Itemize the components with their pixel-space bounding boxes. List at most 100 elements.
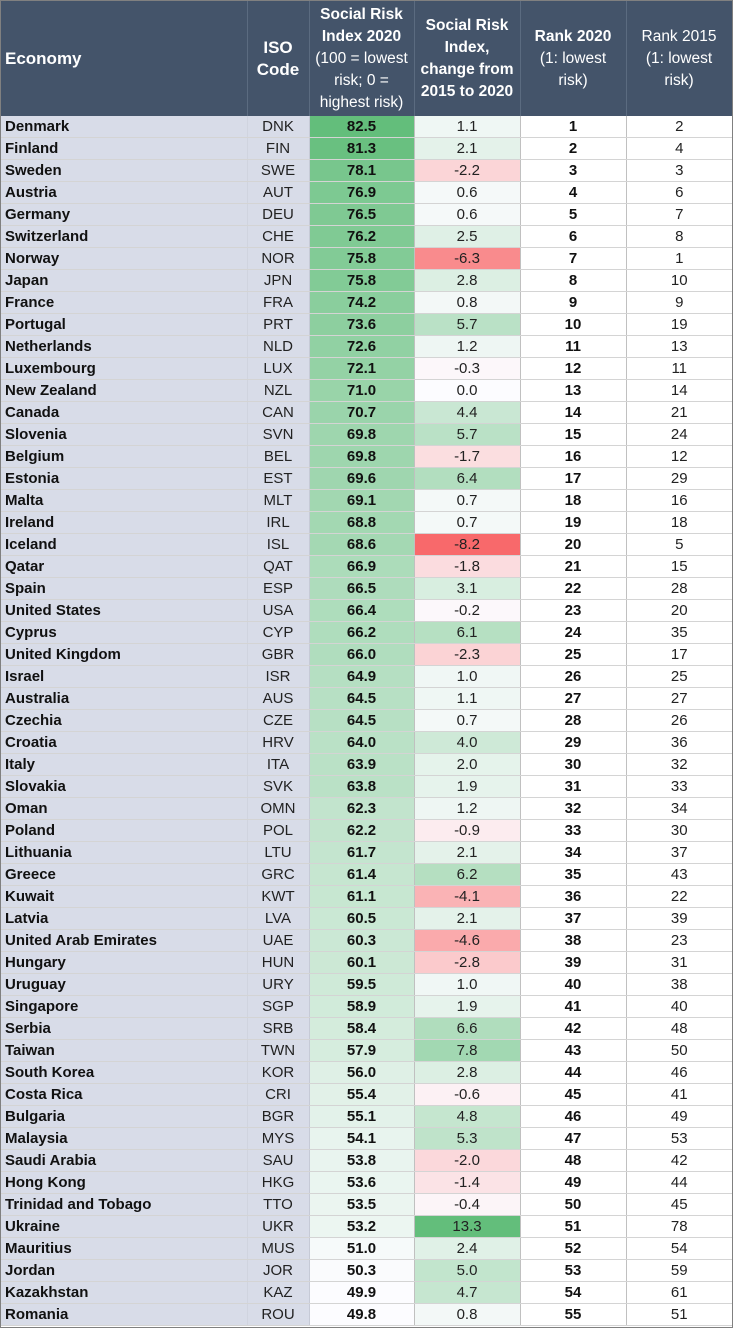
index-change-cell: 1.1 [414,116,521,138]
economy-cell: Bulgaria [1,1105,248,1128]
rank-2015-cell: 46 [626,1061,732,1084]
index-change-cell: 5.0 [414,1259,521,1282]
iso-code-cell: LUX [247,357,310,380]
rank-2020-cell: 22 [520,577,627,600]
header-rank-2020: Rank 2020 (1: lowest risk) [520,1,627,116]
iso-code-cell: SAU [247,1149,310,1172]
rank-2015-cell: 22 [626,885,732,908]
index-value-cell: 60.1 [309,951,415,974]
iso-code-cell: CRI [247,1083,310,1106]
iso-code-cell: CAN [247,401,310,424]
economy-cell: Poland [1,819,248,842]
index-change-cell: 0.7 [414,709,521,732]
table-row: Saudi Arabia SAU 53.8 -2.0 48 42 [1,1149,732,1172]
economy-cell: Oman [1,797,248,820]
iso-code-cell: SGP [247,995,310,1018]
rank-2020-cell: 21 [520,555,627,578]
iso-code-cell: LVA [247,907,310,930]
index-change-cell: 4.7 [414,1281,521,1304]
rank-2015-cell: 4 [626,137,732,160]
economy-cell: Ireland [1,511,248,534]
iso-code-cell: HUN [247,951,310,974]
table-row: Kuwait KWT 61.1 -4.1 36 22 [1,885,732,908]
rank-2015-cell: 30 [626,819,732,842]
iso-code-cell: UAE [247,929,310,952]
table-row: Qatar QAT 66.9 -1.8 21 15 [1,555,732,578]
rank-2015-cell: 50 [626,1039,732,1062]
table-row: Iceland ISL 68.6 -8.2 20 5 [1,533,732,556]
index-change-cell: 4.8 [414,1105,521,1128]
rank-2015-cell: 32 [626,753,732,776]
iso-code-cell: HKG [247,1171,310,1194]
table-row: Malta MLT 69.1 0.7 18 16 [1,489,732,512]
rank-2015-cell: 35 [626,621,732,644]
economy-cell: Norway [1,247,248,270]
table-row: Canada CAN 70.7 4.4 14 21 [1,401,732,424]
index-change-cell: -2.3 [414,643,521,666]
table-row: Lithuania LTU 61.7 2.1 34 37 [1,841,732,864]
economy-cell: Trinidad and Tobago [1,1193,248,1216]
economy-cell: Ukraine [1,1215,248,1238]
economy-cell: Belgium [1,445,248,468]
index-change-cell: -8.2 [414,533,521,556]
rank-2015-cell: 41 [626,1083,732,1106]
rank-2020-cell: 4 [520,181,627,204]
iso-code-cell: URY [247,973,310,996]
iso-code-cell: OMN [247,797,310,820]
index-value-cell: 55.4 [309,1083,415,1106]
index-change-cell: 6.4 [414,467,521,490]
economy-cell: Sweden [1,159,248,182]
economy-cell: Czechia [1,709,248,732]
table-row: Netherlands NLD 72.6 1.2 11 13 [1,335,732,358]
iso-code-cell: KOR [247,1061,310,1084]
index-change-cell: 2.4 [414,1237,521,1260]
economy-cell: Saudi Arabia [1,1149,248,1172]
index-value-cell: 49.9 [309,1281,415,1304]
rank-2020-cell: 48 [520,1149,627,1172]
rank-2020-cell: 17 [520,467,627,490]
index-value-cell: 66.5 [309,577,415,600]
index-value-cell: 66.9 [309,555,415,578]
table-row: Mauritius MUS 51.0 2.4 52 54 [1,1237,732,1260]
rank-2015-cell: 25 [626,665,732,688]
rank-2020-cell: 34 [520,841,627,864]
index-value-cell: 63.9 [309,753,415,776]
rank-2020-cell: 39 [520,951,627,974]
rank-2020-cell: 13 [520,379,627,402]
table-row: Bulgaria BGR 55.1 4.8 46 49 [1,1105,732,1128]
index-value-cell: 68.6 [309,533,415,556]
rank-2015-cell: 78 [626,1215,732,1238]
index-value-cell: 69.1 [309,489,415,512]
iso-code-cell: AUS [247,687,310,710]
rank-2015-cell: 20 [626,599,732,622]
table-row: Portugal PRT 73.6 5.7 10 19 [1,313,732,336]
rank-2020-cell: 47 [520,1127,627,1150]
rank-2020-cell: 11 [520,335,627,358]
index-value-cell: 56.0 [309,1061,415,1084]
table-row: Taiwan TWN 57.9 7.8 43 50 [1,1039,732,1062]
index-change-cell: 0.8 [414,1303,521,1326]
table-row: Uruguay URY 59.5 1.0 40 38 [1,973,732,996]
index-value-cell: 61.4 [309,863,415,886]
index-change-cell: 0.6 [414,203,521,226]
rank-2015-cell: 13 [626,335,732,358]
iso-code-cell: QAT [247,555,310,578]
index-value-cell: 63.8 [309,775,415,798]
rank-2020-cell: 37 [520,907,627,930]
rank-2020-cell: 20 [520,533,627,556]
index-change-cell: 0.6 [414,181,521,204]
table-row: Japan JPN 75.8 2.8 8 10 [1,269,732,292]
table-row: Poland POL 62.2 -0.9 33 30 [1,819,732,842]
index-value-cell: 53.5 [309,1193,415,1216]
table-row: Norway NOR 75.8 -6.3 7 1 [1,247,732,270]
iso-code-cell: BEL [247,445,310,468]
rank-2020-cell: 51 [520,1215,627,1238]
economy-cell: Mauritius [1,1237,248,1260]
rank-2020-cell: 31 [520,775,627,798]
rank-2015-cell: 14 [626,379,732,402]
rank-2020-cell: 3 [520,159,627,182]
index-change-cell: 2.5 [414,225,521,248]
rank-2015-cell: 44 [626,1171,732,1194]
index-change-cell: 4.0 [414,731,521,754]
index-value-cell: 53.6 [309,1171,415,1194]
